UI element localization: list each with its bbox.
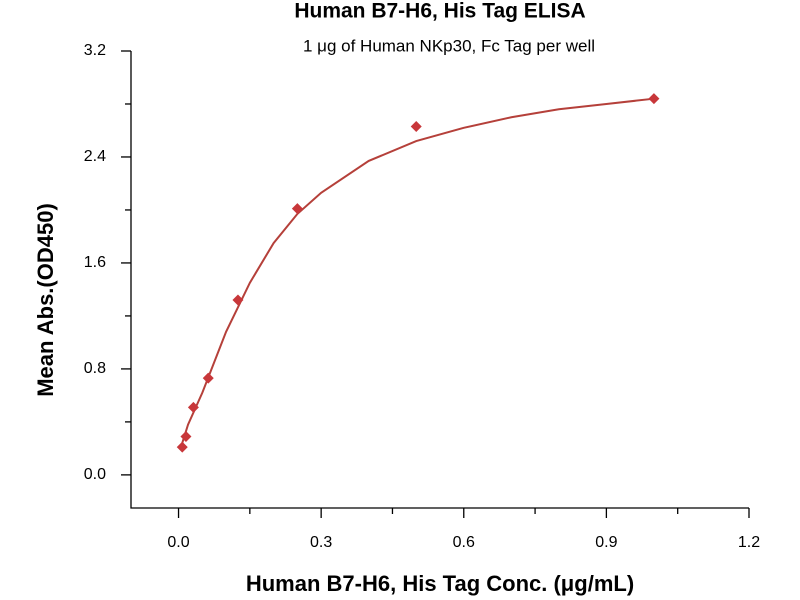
- x-tick-label: 0.9: [595, 534, 617, 551]
- x-tick-label: 0.3: [310, 534, 332, 551]
- y-axis-label: Mean Abs.(OD450): [33, 203, 58, 397]
- chart-title: Human B7-H6, His Tag ELISA: [294, 0, 585, 23]
- data-point: [232, 294, 244, 306]
- y-tick-label: 0.8: [84, 360, 106, 377]
- data-point: [176, 441, 188, 453]
- x-tick-label: 1.2: [738, 534, 760, 551]
- axes: [130, 51, 749, 509]
- y-tick-label: 2.4: [84, 148, 106, 165]
- data-point: [180, 430, 192, 442]
- data-point: [648, 93, 660, 105]
- fit-curve: [181, 97, 655, 444]
- chart-subtitle: 1 μg of Human NKp30, Fc Tag per well: [303, 36, 595, 55]
- data-point: [202, 372, 214, 384]
- data-point: [410, 121, 422, 133]
- data-point: [187, 401, 199, 413]
- y-tick-label: 1.6: [84, 254, 106, 271]
- y-tick-label: 3.2: [84, 42, 106, 59]
- y-tick-label: 0.0: [84, 466, 106, 483]
- x-axis-label: Human B7-H6, His Tag Conc. (μg/mL): [246, 571, 634, 596]
- x-tick-label: 0.6: [453, 534, 475, 551]
- x-tick-label: 0.0: [167, 534, 189, 551]
- data-point: [291, 203, 303, 215]
